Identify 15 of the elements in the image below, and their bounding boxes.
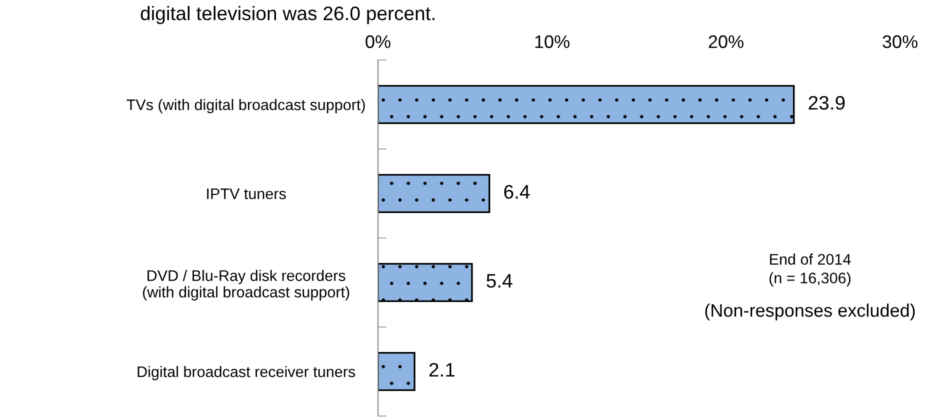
x-tick-label: 20% bbox=[708, 35, 744, 48]
y-tick-label: IPTV tuners bbox=[207, 188, 286, 200]
annotation: End of 2014 (n = 16,306) bbox=[770, 254, 851, 286]
annotation: (Non-responses excluded) bbox=[705, 304, 915, 320]
x-tick-label: 0% bbox=[366, 35, 390, 48]
y-tick-label: Digital broadcast receiver tuners bbox=[138, 366, 356, 380]
y-tick-label: TVs (with digital broadcast support) bbox=[126, 98, 365, 114]
data-label: 5.4 bbox=[486, 274, 512, 288]
x-tick-label: 10% bbox=[535, 35, 570, 48]
data-label: 6.4 bbox=[504, 184, 530, 199]
y-tick-label: DVD / Blu-Ray disk recorders (with digital broadcast support) bbox=[142, 270, 350, 301]
data-label: 23.9 bbox=[808, 96, 845, 110]
data-label: 2.1 bbox=[429, 362, 455, 377]
x-tick-label: 30% bbox=[882, 35, 918, 48]
text: digital television was 26.0 percent. bbox=[140, 6, 434, 24]
